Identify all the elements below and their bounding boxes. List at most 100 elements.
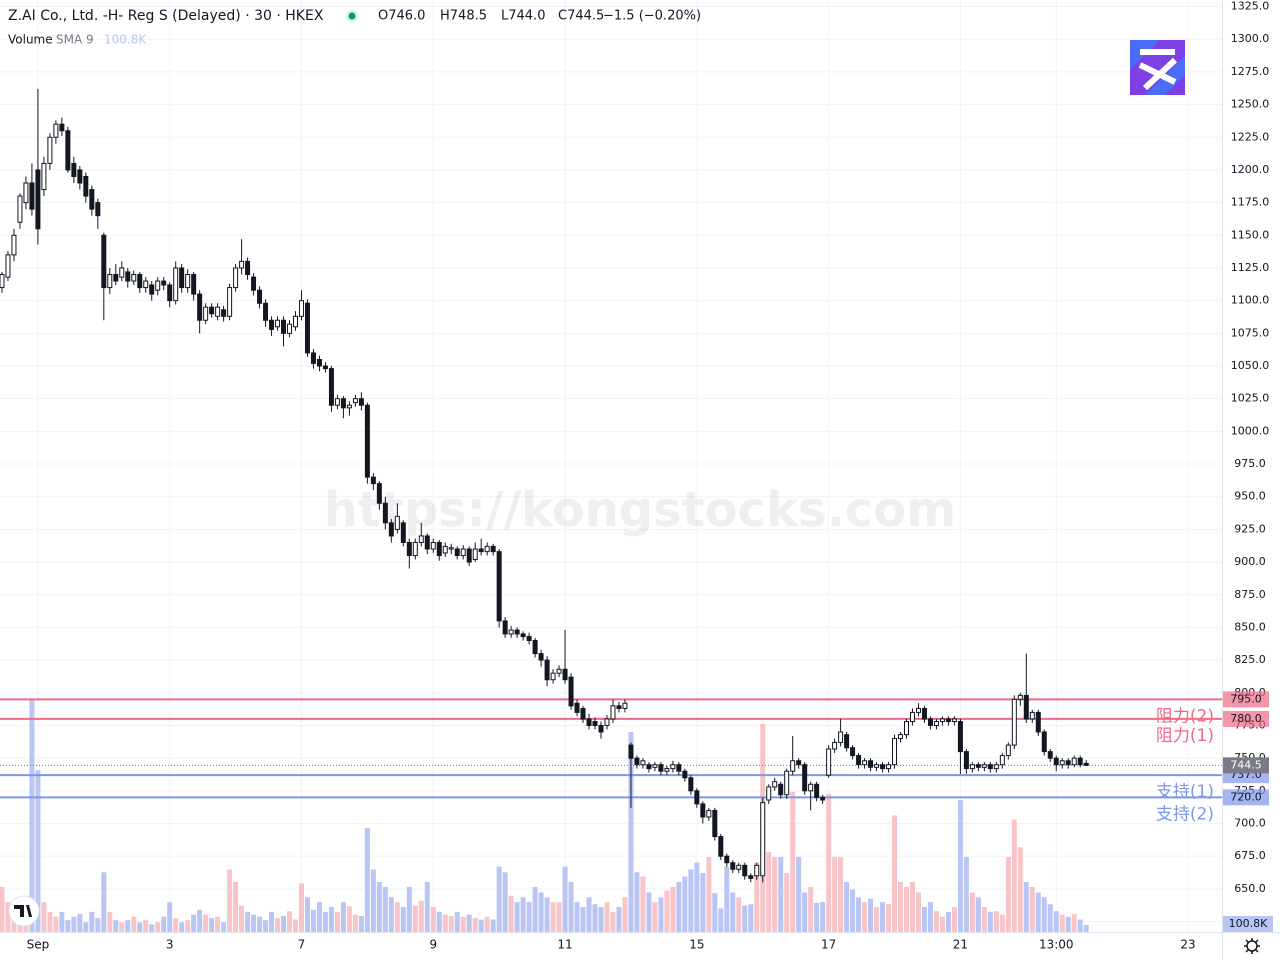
- volume-bar: [65, 920, 71, 932]
- volume-bar: [832, 857, 838, 932]
- y-tick-label: 1250.0: [1231, 98, 1270, 111]
- volume-bar: [772, 857, 778, 932]
- level-tag-label: 780.0: [1230, 712, 1262, 725]
- broker-logo: [1130, 40, 1185, 95]
- symbol-title[interactable]: Z.AI Co., Ltd. -H- Reg S (Delayed) · 30 …: [8, 8, 324, 24]
- candle-body: [838, 731, 844, 743]
- x-tick-label: 23: [1180, 938, 1195, 952]
- volume-bar: [598, 907, 604, 932]
- volume-label[interactable]: Volume: [8, 33, 53, 47]
- candle-body: [778, 783, 784, 796]
- volume-bar: [640, 876, 646, 932]
- candle-body: [664, 768, 670, 772]
- candle-body: [880, 764, 886, 770]
- y-tick-label: 1175.0: [1231, 196, 1270, 209]
- volume-bar: [682, 876, 688, 932]
- y-tick-label: 925.0: [1234, 522, 1266, 535]
- candle-body: [17, 195, 23, 223]
- candle-body: [53, 123, 59, 138]
- volume-bar: [155, 922, 161, 932]
- candle-body: [502, 620, 508, 635]
- volume-bar: [784, 872, 790, 932]
- candle-body: [682, 770, 688, 779]
- volume-bar: [388, 897, 394, 932]
- volume-bar: [454, 911, 460, 932]
- candle-body: [574, 702, 580, 713]
- volume-bar: [358, 916, 364, 932]
- candle-body: [11, 234, 17, 256]
- volume-bar: [514, 902, 520, 932]
- volume-bar: [167, 902, 173, 932]
- volume-bar: [424, 882, 430, 932]
- candle-body: [1077, 757, 1083, 766]
- y-tick-label: 650.0: [1234, 882, 1266, 895]
- candle-body: [59, 123, 65, 132]
- candle-body: [945, 718, 951, 723]
- volume-bar: [700, 872, 706, 932]
- candle-body: [754, 864, 760, 877]
- candle-body: [1053, 757, 1059, 766]
- volume-bar: [562, 866, 568, 932]
- volume-bar: [742, 905, 748, 932]
- candle-body: [281, 319, 287, 334]
- y-tick-label: 1200.0: [1231, 163, 1270, 176]
- volume-bar: [298, 883, 304, 932]
- ohlc-open: O746.0: [378, 9, 425, 24]
- candle-body: [113, 274, 119, 282]
- volume-bar: [808, 886, 814, 932]
- candle-body: [526, 636, 532, 642]
- volume-bar: [412, 905, 418, 932]
- tradingview-logo[interactable]: [8, 895, 40, 927]
- volume-bar: [281, 916, 287, 932]
- volume-bar: [107, 911, 113, 932]
- volume-bar: [334, 911, 340, 932]
- candle-body: [634, 757, 640, 766]
- candle-body: [826, 748, 832, 776]
- candle-body: [310, 352, 316, 364]
- candle-body: [328, 368, 334, 406]
- volume-bar: [466, 914, 472, 932]
- candle-body: [784, 770, 790, 796]
- volume-bar: [796, 857, 802, 932]
- level-name: 阻力(1): [1156, 726, 1214, 746]
- level-tag: [1223, 789, 1269, 806]
- candle-body: [820, 796, 826, 801]
- volume-bar: [406, 886, 412, 932]
- volume-bar: [1035, 892, 1041, 932]
- volume-bar: [364, 827, 370, 932]
- x-tick-label: 15: [689, 938, 704, 952]
- candle-body: [263, 302, 269, 321]
- settings-gear[interactable]: [1244, 938, 1260, 954]
- candle-body: [364, 404, 370, 478]
- volume-bar: [508, 895, 514, 932]
- candle-body: [185, 274, 191, 289]
- candle-body: [71, 162, 77, 177]
- candle-body: [430, 541, 436, 550]
- candle-body: [628, 744, 634, 759]
- volume-bar: [706, 857, 712, 932]
- volume-bar: [484, 916, 490, 932]
- y-tick-label: 1025.0: [1231, 392, 1270, 405]
- candle-body: [790, 760, 796, 772]
- volume-bar: [328, 907, 334, 932]
- candle-body: [580, 707, 586, 720]
- volume-bar: [999, 914, 1005, 932]
- candle-body: [1011, 698, 1017, 746]
- candle-body: [179, 267, 185, 289]
- candle-body: [448, 547, 454, 550]
- volume-bar: [945, 911, 951, 932]
- volume-bar: [197, 909, 203, 932]
- volume-bar: [814, 902, 820, 932]
- candle-body: [874, 764, 880, 768]
- candle-body: [334, 398, 340, 406]
- candle-body: [35, 169, 41, 230]
- candle-body: [29, 182, 35, 210]
- y-tick-label: 1300.0: [1231, 32, 1270, 45]
- candle-body: [155, 280, 161, 291]
- x-tick-label: 13:00: [1039, 938, 1074, 952]
- candle-body: [808, 783, 814, 792]
- candle-body: [975, 764, 981, 768]
- candle-body: [514, 629, 520, 635]
- volume-bar: [41, 902, 47, 932]
- volume-bar: [544, 897, 550, 932]
